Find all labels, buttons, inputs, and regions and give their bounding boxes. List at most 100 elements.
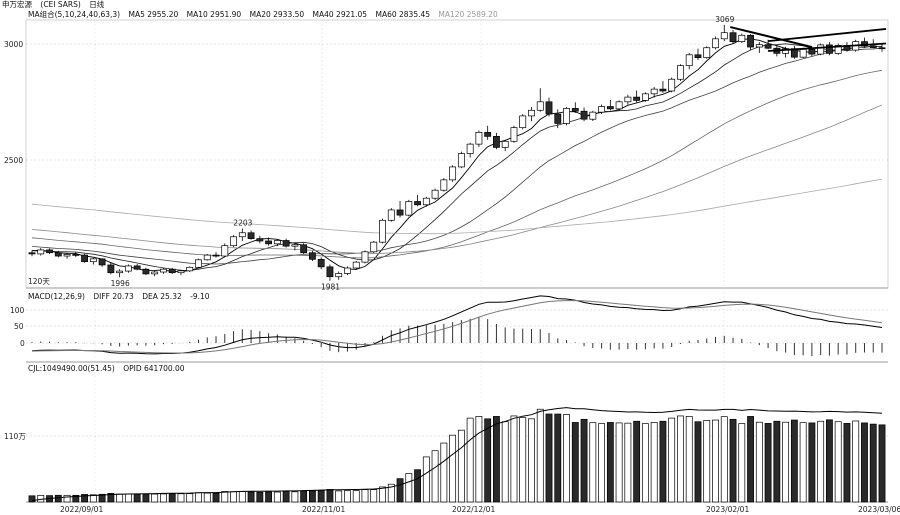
annotation-1996: 1996: [111, 279, 130, 288]
candle: [308, 250, 316, 261]
candle: [238, 228, 246, 241]
volume-bar: [265, 491, 273, 503]
candle-body: [238, 232, 246, 238]
macd-indicator-label[interactable]: MACD(12,26,9): [28, 292, 85, 301]
annotation-1981: 1981: [321, 283, 340, 292]
candle: [633, 90, 641, 103]
candle: [790, 45, 798, 59]
macd-legend: MACD(12,26,9) DIFF 20.73 DEA 25.32 -9.10: [28, 292, 216, 302]
candle-body: [650, 88, 658, 95]
volume-bar: [186, 493, 194, 503]
candle: [528, 106, 535, 122]
volume-bar: [519, 417, 527, 503]
candle-body: [326, 266, 334, 278]
candle-body: [317, 258, 325, 268]
candle: [510, 125, 518, 143]
volume-bar: [738, 423, 746, 503]
volume-bar: [63, 494, 71, 503]
volume-bar: [326, 489, 334, 503]
volume-bar: [773, 420, 781, 503]
volume-bar: [790, 419, 798, 503]
volume-indicator-label[interactable]: CJL:1049490.00(51.45): [28, 364, 115, 373]
candle-body: [747, 34, 754, 48]
volume-bar: [668, 417, 676, 503]
volume-bar: [554, 413, 562, 503]
candle-body: [668, 78, 676, 92]
candle: [589, 110, 597, 122]
volume-bar: [203, 492, 211, 503]
candle-body: [449, 166, 457, 181]
candle: [677, 64, 684, 82]
volume-bar: [54, 494, 62, 503]
candle: [352, 260, 360, 270]
candle: [230, 235, 237, 248]
candle-body: [598, 106, 606, 113]
volume-bar: [361, 489, 369, 503]
volume-bar: [720, 416, 728, 503]
candle: [203, 253, 211, 261]
candle: [151, 270, 159, 277]
candle-body: [168, 268, 176, 274]
ma60-line: [31, 104, 883, 255]
candle: [817, 43, 825, 56]
candle: [764, 39, 772, 50]
price-tick-3000: 3000: [4, 40, 23, 49]
candle: [142, 267, 150, 276]
volume-bar: [799, 422, 807, 503]
candle-body: [63, 254, 71, 257]
channel-lower-line: [768, 42, 887, 52]
candle: [300, 243, 308, 254]
volume-bar: [878, 424, 886, 503]
price-tick-2500: 2500: [4, 156, 23, 165]
candle: [98, 258, 106, 267]
instrument-code: (CEI SARS): [40, 0, 81, 9]
candle-body: [808, 49, 816, 55]
candle-body: [160, 268, 167, 273]
volume-bar: [641, 423, 649, 503]
candle: [598, 104, 606, 115]
volume-bar: [238, 491, 246, 503]
volume-bar: [571, 422, 579, 503]
volume-bar: [703, 420, 711, 503]
volume-bar: [659, 420, 667, 503]
volume-bar: [81, 494, 88, 503]
candle-body: [54, 252, 62, 257]
moving-average-lines: [31, 38, 883, 273]
candle: [344, 266, 351, 276]
period-selector[interactable]: 日线: [89, 0, 105, 9]
volume-bar: [98, 493, 106, 503]
candle-body: [834, 45, 842, 54]
corner-label: 120天: [28, 277, 50, 286]
candle-body: [720, 32, 728, 40]
candle-body: [37, 249, 45, 255]
candle-body: [177, 270, 185, 274]
ma-indicator-label[interactable]: MA组合(5,10,24,40,63,3): [28, 10, 121, 19]
volume-bar: [624, 422, 632, 503]
candle-body: [571, 108, 579, 112]
candle-body: [273, 240, 281, 245]
candle: [606, 99, 614, 111]
candle-body: [545, 101, 553, 115]
candle: [370, 240, 378, 254]
candle-body: [230, 236, 237, 247]
ma120-value: MA120 2589.20: [438, 10, 498, 19]
volume-bar: [405, 473, 413, 503]
candle: [282, 238, 290, 248]
candle: [414, 194, 421, 207]
volume-bar: [826, 419, 833, 503]
candle: [624, 94, 632, 105]
volume-bar: [861, 422, 868, 503]
diff-value: DIFF 20.73: [93, 292, 134, 301]
candle-body: [861, 41, 868, 47]
candle-body: [738, 34, 746, 42]
candle: [89, 257, 97, 265]
candle: [273, 239, 281, 247]
volume-bar: [633, 420, 641, 503]
volume-bar: [580, 418, 588, 503]
candle: [834, 43, 842, 55]
ma5-value: MA5 2955.20: [128, 10, 179, 19]
volume-bar: [615, 422, 623, 503]
candle: [747, 34, 754, 51]
candle-body: [422, 197, 430, 206]
